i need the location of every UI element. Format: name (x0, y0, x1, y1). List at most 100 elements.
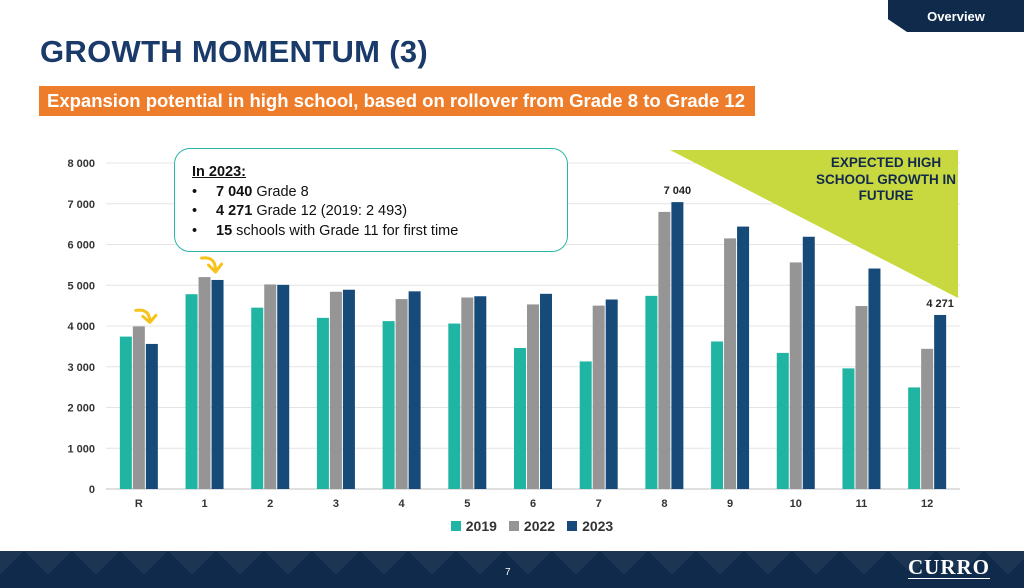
y-tick-label: 3 000 (67, 362, 95, 374)
legend-label: 2023 (582, 518, 614, 534)
callout-item-value: 7 040 (216, 183, 253, 200)
x-tick-label: 8 (661, 498, 667, 510)
bar-2023-grade-6 (540, 293, 552, 489)
bar-2019-grade-6 (514, 348, 526, 489)
bar-2022-grade-8 (658, 211, 671, 489)
bar-2023-grade-11 (868, 268, 881, 489)
arrow-annotations (134, 256, 224, 324)
bar-2019-grade-9 (711, 341, 724, 489)
x-tick-label: 4 (399, 498, 406, 510)
callout-item-text: Grade 8 (252, 183, 309, 200)
bar-2022-grade-10 (789, 262, 802, 489)
bar-2019-grade-8 (645, 295, 658, 489)
y-tick-label: 0 (89, 484, 95, 496)
axis-labels: 0 1 000 2 000 3 000 4 000 5 000 6 000 7 000 8 00… (67, 158, 953, 510)
x-tick-label: 2 (267, 498, 273, 510)
y-tick-label: 5 000 (67, 280, 95, 292)
brand-logo: CURRO (908, 555, 990, 579)
x-tick-label: 6 (530, 498, 536, 510)
overview-tab-label: Overview (927, 8, 985, 24)
bar-2022-grade-6 (527, 304, 539, 489)
arrow-head-icon (141, 313, 158, 324)
bar-2023-grade-8 (671, 202, 684, 489)
legend-item-2019: 2019 (450, 518, 497, 534)
bar-2019-grade-11 (842, 368, 855, 489)
bar-2023-grade-1 (211, 279, 224, 489)
callout-item-value: 4 271 (216, 203, 253, 219)
page-title: GROWTH MOMENTUM (3) (40, 34, 428, 69)
legend-item-2022: 2022 (508, 518, 556, 534)
overview-tab[interactable]: Overview (888, 0, 1024, 32)
subtitle-text: Expansion potential in high school, base… (47, 90, 745, 111)
page-number: 7 (505, 567, 511, 578)
x-tick-label: 5 (464, 498, 470, 510)
arrow-head-icon (207, 262, 224, 274)
callout-title: In 2023: (192, 164, 246, 180)
bar-2022-grade-12 (921, 348, 934, 489)
callout-box: In 2023: 7 040 Grade 8 4 271 Grade 12 (2… (174, 148, 568, 252)
bar-2022-grade-1 (198, 277, 211, 489)
callout-item-value: 15 (216, 222, 233, 239)
callout-list: 7 040 Grade 8 4 271 Grade 12 (2019: 2 49… (192, 183, 553, 242)
legend-label: 2019 (465, 518, 497, 534)
bar-2019-grade-4 (382, 321, 395, 489)
legend-item-2023: 2023 (567, 518, 613, 534)
legend-swatch (450, 521, 461, 531)
callout-item: 15 schools with Grade 11 for first time (192, 222, 553, 242)
bar-2023-grade-9 (737, 226, 750, 489)
x-tick-label: 1 (201, 498, 207, 510)
x-tick-label: 11 (856, 498, 868, 510)
bar-2023-grade-7 (605, 299, 618, 489)
x-tick-label: 10 (790, 498, 802, 510)
y-tick-label: 8 000 (67, 158, 95, 170)
bar-2023-grade-2 (277, 284, 290, 489)
callout-item: 4 271 Grade 12 (2019: 2 493) (192, 202, 553, 222)
bar-2022-grade-5 (461, 297, 474, 489)
bar-2023-grade-12 (934, 314, 947, 489)
bar-2022-grade-R (132, 326, 145, 489)
subtitle-banner: Expansion potential in high school, base… (39, 86, 755, 116)
callout-item-text: Grade 12 (2019: 2 493) (252, 203, 408, 219)
legend-label: 2022 (523, 518, 556, 534)
callout-item-text: schools with Grade 11 for first time (232, 222, 459, 239)
bar-2022-grade-2 (264, 284, 277, 489)
expected-growth-triangle (670, 150, 958, 298)
y-tick-label: 6 000 (67, 240, 95, 252)
bar-2023-grade-5 (474, 296, 487, 489)
arrow-annotation-icon (134, 308, 152, 322)
callout-item: 7 040 Grade 8 (192, 183, 553, 203)
legend-swatch (567, 521, 578, 531)
bar-2023-grade-4 (408, 291, 421, 489)
bar-2023-grade-3 (342, 289, 355, 489)
bar-2019-grade-12 (908, 387, 921, 489)
footer-bar (0, 551, 1024, 588)
y-tick-label: 4 000 (67, 321, 95, 333)
y-tick-label: 2 000 (67, 403, 95, 415)
bar-2019-grade-3 (316, 317, 329, 489)
bar-2019-grade-1 (185, 294, 198, 489)
y-tick-label: 1 000 (67, 443, 95, 455)
legend-swatch (508, 521, 519, 531)
bar-2019-grade-R (119, 336, 132, 489)
x-tick-label: 9 (727, 498, 733, 510)
bar-2019-grade-7 (579, 361, 592, 489)
bar-2022-grade-11 (855, 306, 868, 489)
bar-2019-grade-2 (251, 307, 264, 489)
bar-2022-grade-7 (592, 305, 605, 489)
bar-2019-grade-5 (448, 323, 461, 489)
arrow-annotation-icon (200, 256, 218, 272)
x-tick-label: 12 (921, 498, 933, 510)
x-tick-label: R (135, 498, 143, 510)
bar-2023-grade-10 (802, 236, 815, 489)
expected-growth-text: EXPECTED HIGH SCHOOL GROWTH IN FUTURE (816, 155, 956, 203)
bar-2023-grade-R (145, 343, 158, 489)
bar-2022-grade-3 (329, 291, 342, 489)
bar-2022-grade-4 (395, 299, 408, 489)
x-tick-label: 7 (596, 498, 602, 510)
data-label: 4 271 (926, 298, 954, 310)
chart-legend: 2019 2022 2023 (0, 518, 1024, 534)
bar-2019-grade-10 (776, 352, 789, 489)
x-tick-label: 3 (333, 498, 339, 510)
bar-2022-grade-9 (724, 238, 737, 489)
